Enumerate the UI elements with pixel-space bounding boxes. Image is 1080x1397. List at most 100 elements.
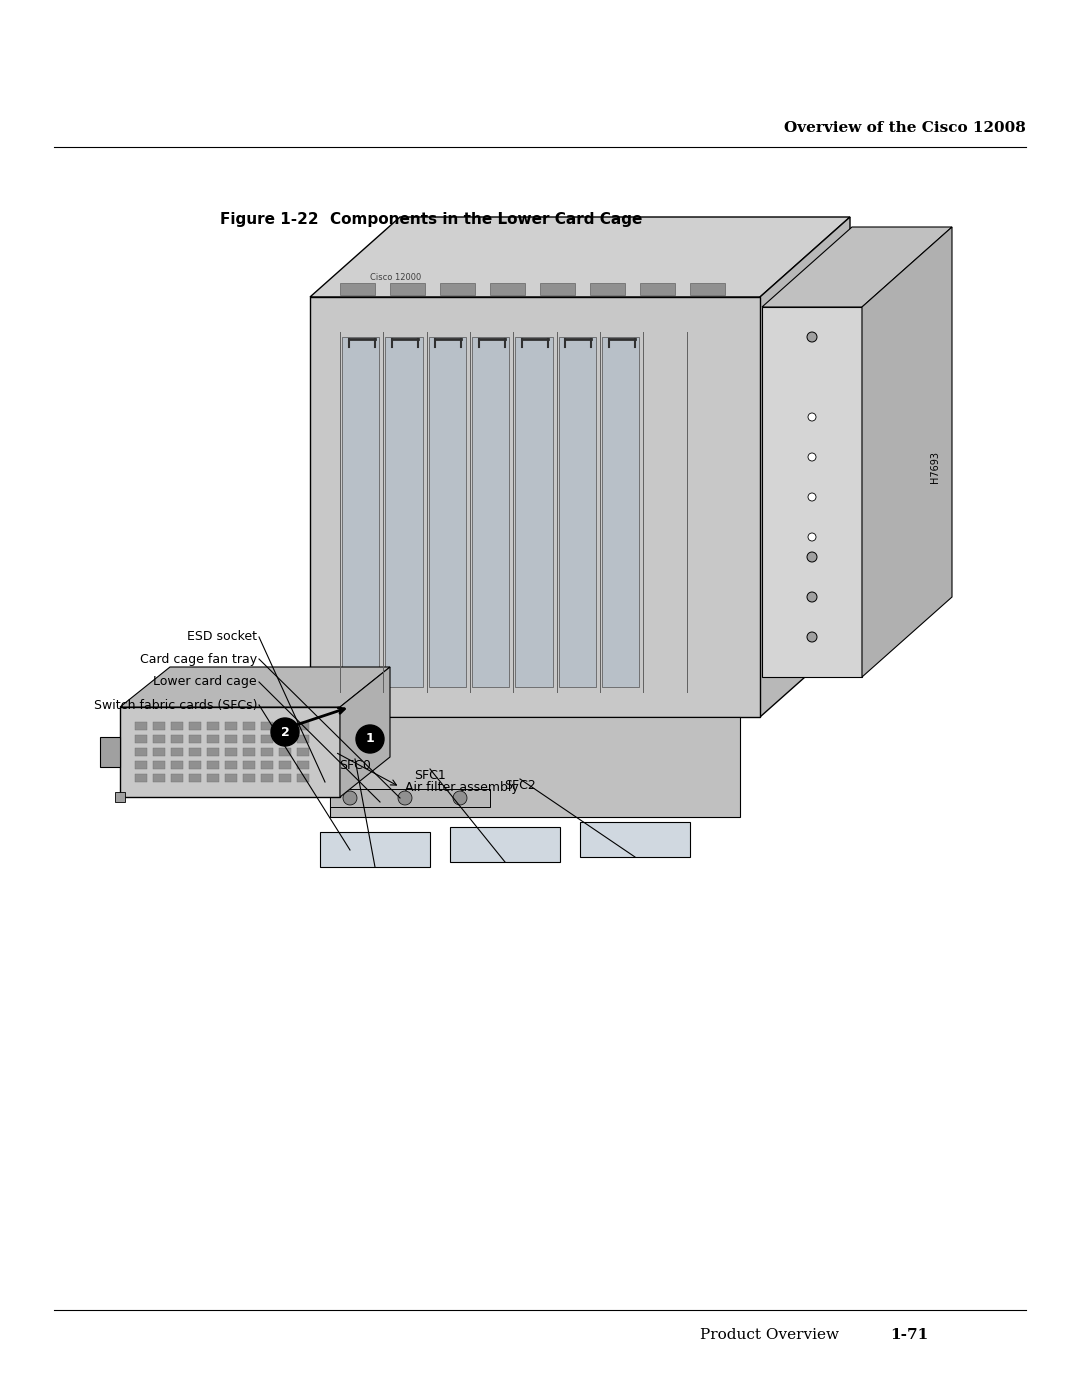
- Bar: [189, 747, 201, 756]
- Bar: [330, 789, 490, 807]
- Circle shape: [808, 534, 816, 541]
- Circle shape: [808, 414, 816, 420]
- Bar: [225, 761, 237, 768]
- Polygon shape: [340, 666, 390, 798]
- Bar: [340, 284, 375, 295]
- Bar: [100, 738, 120, 767]
- Bar: [580, 821, 690, 856]
- Text: 1-71: 1-71: [890, 1329, 928, 1343]
- Text: Switch fabric cards (SFCs): Switch fabric cards (SFCs): [94, 698, 257, 711]
- Polygon shape: [120, 707, 340, 798]
- Text: Card cage fan tray: Card cage fan tray: [140, 652, 257, 665]
- Bar: [279, 722, 291, 731]
- Bar: [261, 735, 273, 743]
- Bar: [189, 761, 201, 768]
- Bar: [225, 747, 237, 756]
- Bar: [472, 337, 510, 687]
- Circle shape: [343, 791, 357, 805]
- Bar: [135, 722, 147, 731]
- Bar: [279, 774, 291, 782]
- Polygon shape: [310, 217, 850, 298]
- Bar: [153, 722, 165, 731]
- Bar: [515, 337, 553, 687]
- Text: Cisco 12000: Cisco 12000: [370, 272, 421, 282]
- Circle shape: [319, 775, 330, 788]
- Bar: [690, 284, 725, 295]
- Bar: [450, 827, 561, 862]
- Text: SFC1: SFC1: [414, 768, 446, 782]
- Polygon shape: [862, 226, 951, 678]
- Bar: [225, 774, 237, 782]
- Bar: [261, 747, 273, 756]
- Circle shape: [808, 493, 816, 502]
- Polygon shape: [120, 666, 390, 707]
- Circle shape: [807, 332, 816, 342]
- Bar: [261, 761, 273, 768]
- Bar: [153, 774, 165, 782]
- Circle shape: [807, 631, 816, 643]
- Bar: [279, 761, 291, 768]
- Text: Overview of the Cisco 12008: Overview of the Cisco 12008: [784, 120, 1026, 134]
- Bar: [153, 747, 165, 756]
- Bar: [243, 735, 255, 743]
- Circle shape: [808, 453, 816, 461]
- Bar: [153, 761, 165, 768]
- Bar: [207, 774, 219, 782]
- Text: Components in the Lower Card Cage: Components in the Lower Card Cage: [330, 212, 643, 226]
- Bar: [114, 792, 125, 802]
- Bar: [135, 747, 147, 756]
- Bar: [189, 722, 201, 731]
- Polygon shape: [760, 217, 850, 717]
- Bar: [297, 774, 309, 782]
- Bar: [225, 735, 237, 743]
- Bar: [297, 722, 309, 731]
- Text: SFC2: SFC2: [504, 780, 536, 792]
- Bar: [153, 735, 165, 743]
- Bar: [243, 774, 255, 782]
- Bar: [135, 774, 147, 782]
- Bar: [243, 747, 255, 756]
- Bar: [297, 747, 309, 756]
- Bar: [135, 735, 147, 743]
- Polygon shape: [762, 226, 951, 307]
- Circle shape: [271, 718, 299, 746]
- Text: SFC0: SFC0: [339, 759, 370, 773]
- Bar: [330, 717, 740, 817]
- Bar: [207, 761, 219, 768]
- Bar: [320, 833, 430, 868]
- Bar: [243, 761, 255, 768]
- Bar: [171, 735, 183, 743]
- Bar: [207, 722, 219, 731]
- Bar: [243, 722, 255, 731]
- Bar: [558, 337, 596, 687]
- Bar: [189, 774, 201, 782]
- Bar: [342, 337, 379, 687]
- Bar: [297, 761, 309, 768]
- Circle shape: [453, 791, 467, 805]
- Bar: [590, 284, 625, 295]
- Bar: [440, 284, 475, 295]
- Bar: [390, 284, 426, 295]
- Bar: [171, 722, 183, 731]
- Bar: [207, 735, 219, 743]
- Bar: [640, 284, 675, 295]
- Text: H7693: H7693: [930, 451, 940, 483]
- Bar: [189, 735, 201, 743]
- Circle shape: [399, 791, 411, 805]
- Bar: [386, 337, 422, 687]
- Circle shape: [807, 552, 816, 562]
- Bar: [602, 337, 639, 687]
- Bar: [171, 761, 183, 768]
- Circle shape: [356, 725, 384, 753]
- Text: ESD socket: ESD socket: [187, 630, 257, 644]
- Bar: [171, 747, 183, 756]
- Circle shape: [807, 592, 816, 602]
- Bar: [225, 722, 237, 731]
- Text: Air filter assembly: Air filter assembly: [405, 781, 518, 793]
- Text: 1: 1: [366, 732, 375, 746]
- Polygon shape: [310, 298, 760, 717]
- Text: Product Overview: Product Overview: [700, 1329, 839, 1343]
- Polygon shape: [762, 307, 862, 678]
- Bar: [261, 722, 273, 731]
- Bar: [207, 747, 219, 756]
